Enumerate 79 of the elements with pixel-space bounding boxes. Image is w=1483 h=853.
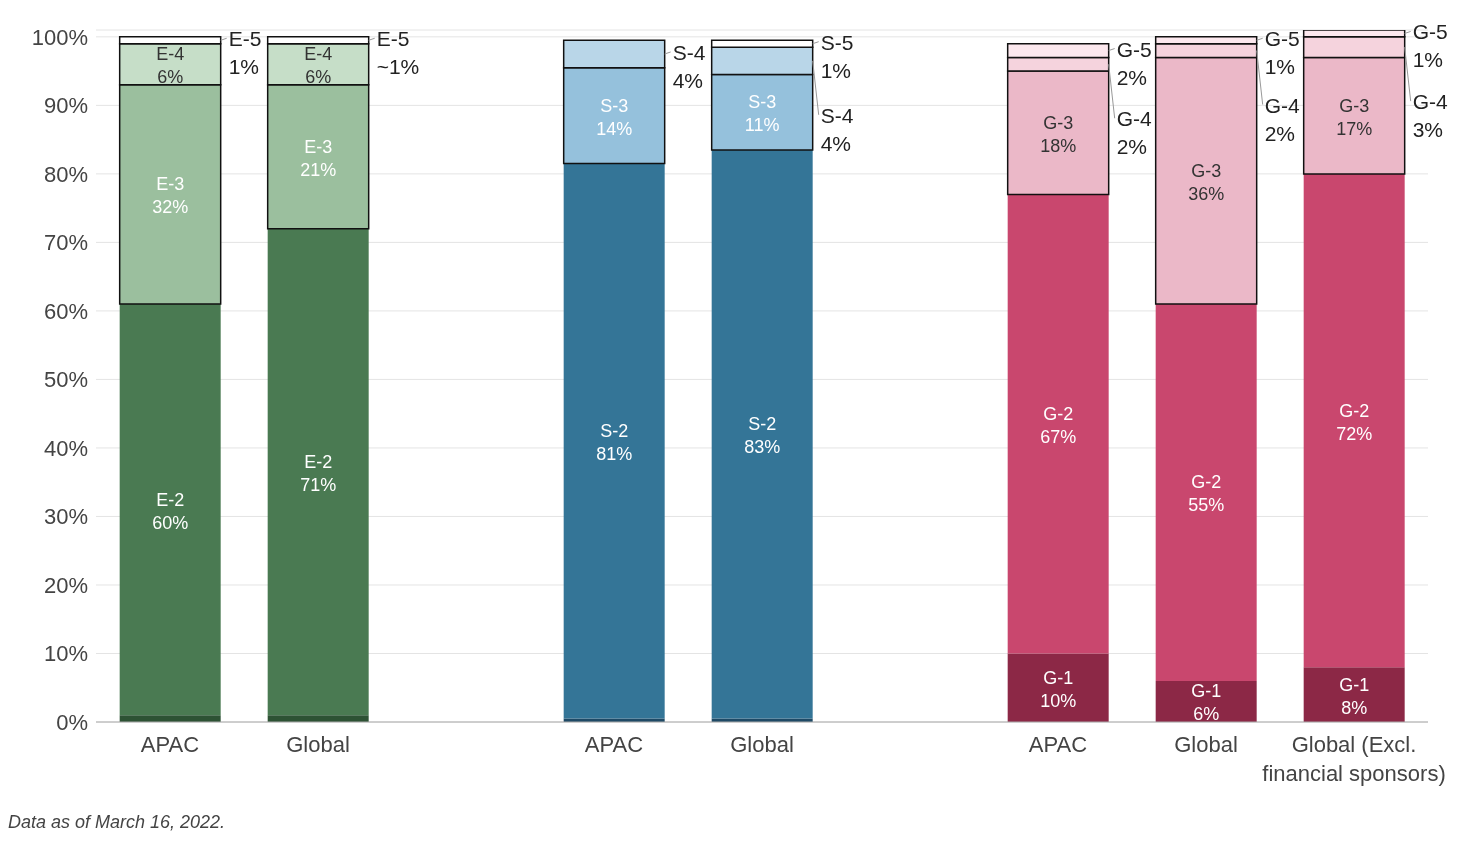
y-tick-label: 10% — [43, 641, 88, 667]
text: E-4 — [304, 44, 333, 65]
data-label: 32% — [152, 197, 189, 218]
y-tick-label: 0% — [56, 709, 88, 735]
text: S-4 — [820, 103, 854, 127]
data-label: 3% — [1412, 118, 1444, 142]
data-label: 71% — [300, 474, 337, 495]
data-label: 10% — [1040, 690, 1077, 711]
y-tick-label: 100% — [31, 24, 88, 50]
data-label: 14% — [596, 118, 633, 139]
data-label: 2% — [1116, 65, 1148, 89]
text: E-3 — [304, 136, 333, 157]
y-tick-label: 70% — [43, 230, 88, 256]
series-label: S-3 — [748, 92, 777, 113]
y-tick-label: 40% — [43, 435, 88, 461]
text: G-4 — [1264, 93, 1300, 117]
data-label: 4% — [820, 131, 852, 155]
data-label: 1% — [1264, 55, 1296, 79]
data-label: 4% — [672, 68, 704, 92]
y-tick-label: 20% — [43, 572, 88, 598]
data-label: 55% — [1188, 495, 1225, 516]
series-label: G-5 — [1116, 37, 1152, 61]
data-label: 21% — [300, 159, 337, 180]
text: E-5 — [376, 27, 410, 51]
data-label: 17% — [1336, 118, 1373, 139]
y-tick-label: 90% — [43, 93, 88, 119]
data-label: ~1% — [376, 55, 420, 79]
series-label: G-4 — [1412, 90, 1449, 114]
text: G-2 — [1339, 400, 1370, 421]
x-tick-label: Global — [1174, 731, 1238, 757]
y-tick-label: 80% — [43, 161, 88, 187]
text: G-3 — [1339, 95, 1370, 116]
series-label: E-5 — [228, 27, 262, 51]
series-label: S-2 — [600, 421, 629, 442]
x-tick-label: Global — [730, 731, 794, 757]
data-label: 36% — [1188, 183, 1225, 204]
text: S-2 — [748, 414, 777, 435]
y-tick-label: 30% — [43, 504, 88, 530]
series-label: G-3 — [1043, 112, 1074, 133]
data-label: 83% — [744, 437, 781, 458]
x-tick-label: Global — [286, 731, 350, 757]
series-label: S-5 — [820, 30, 854, 54]
y-tick-label: 50% — [43, 367, 88, 393]
text: E-2 — [304, 451, 333, 472]
data-label: 18% — [1040, 135, 1077, 156]
data-label: 72% — [1336, 423, 1373, 444]
y-tick-label: 60% — [43, 298, 88, 324]
data-label: 6% — [1193, 704, 1220, 725]
text: G-2 — [1191, 472, 1222, 493]
data-label: 6% — [305, 67, 332, 88]
text: G-1 — [1043, 667, 1074, 688]
text: G-4 — [1116, 107, 1152, 131]
data-label: 81% — [596, 444, 633, 465]
series-label: E-4 — [156, 44, 185, 65]
data-label: 2% — [1116, 135, 1148, 159]
x-tick-label: APAC — [140, 731, 200, 757]
text: G-5 — [1264, 27, 1300, 51]
x-tick-label: Global (Excl. financial sponsors) — [1262, 731, 1446, 786]
x-tick-label: APAC — [584, 731, 644, 757]
text: G-5 — [1412, 20, 1448, 44]
data-label: 8% — [1341, 697, 1368, 718]
series-label: G-1 — [1191, 681, 1222, 702]
data-label: 11% — [744, 115, 780, 136]
data-label: 1% — [228, 55, 260, 79]
x-tick-label: APAC — [1028, 731, 1088, 757]
text: G-3 — [1191, 160, 1222, 181]
series-label: G-2 — [1043, 403, 1074, 424]
data-label: 2% — [1264, 121, 1296, 145]
series-label: S-4 — [672, 40, 706, 64]
data-label: 1% — [820, 58, 852, 82]
series-label: E-3 — [156, 174, 185, 195]
text: Data as of March 16, 2022. — [8, 812, 227, 833]
data-label: 67% — [1040, 426, 1077, 447]
data-label: 60% — [152, 512, 189, 533]
data-label: 1% — [1412, 48, 1444, 72]
text: G-1 — [1339, 674, 1370, 695]
text: S-3 — [600, 95, 629, 116]
data-label: 6% — [157, 67, 184, 88]
series-label: E-2 — [156, 489, 185, 510]
